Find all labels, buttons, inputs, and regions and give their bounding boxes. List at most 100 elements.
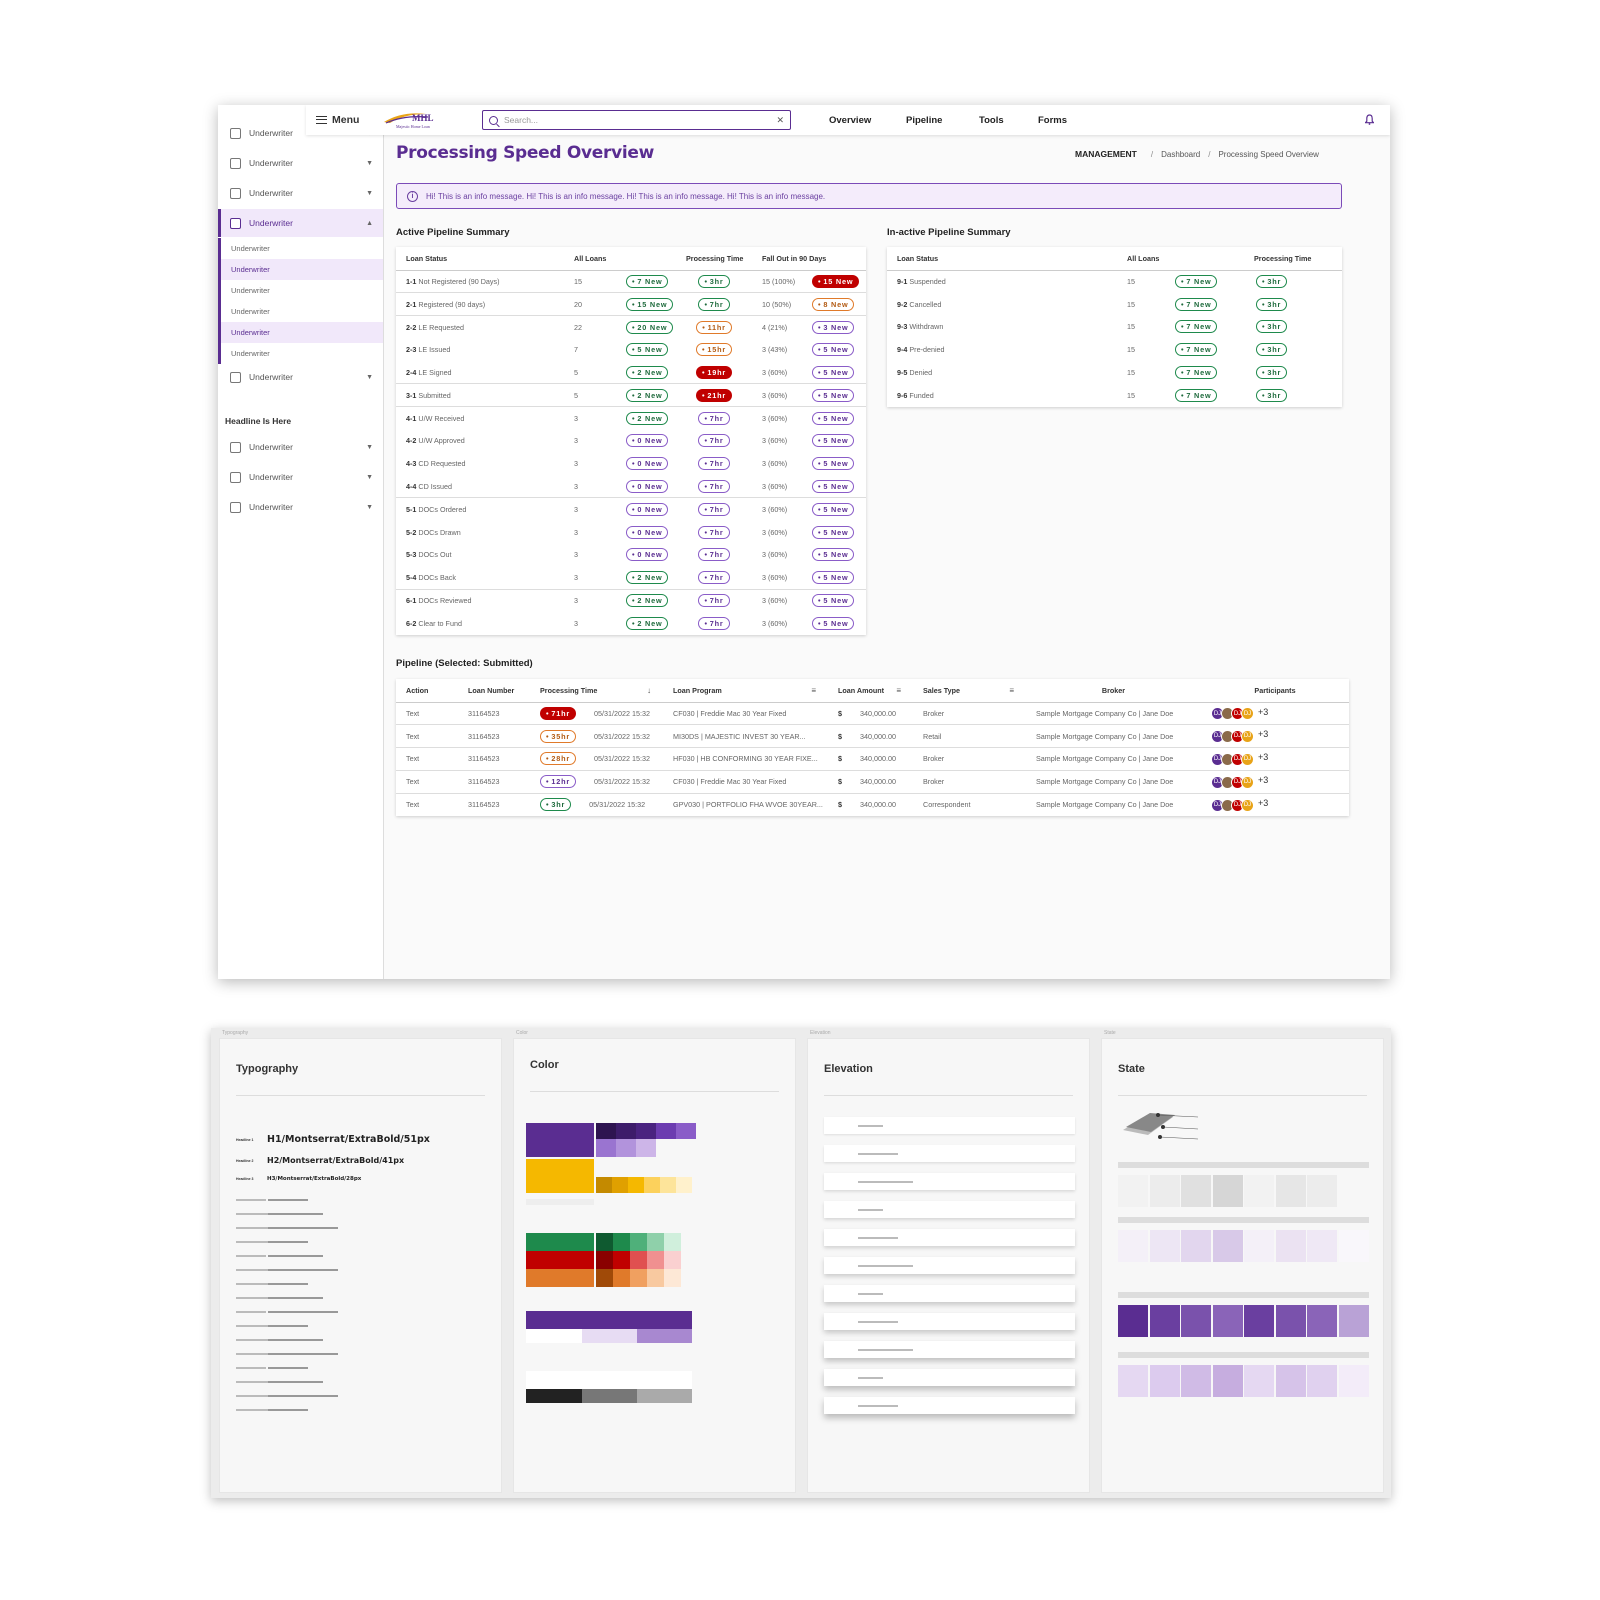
action-cell[interactable]: Text	[396, 724, 458, 748]
table-row[interactable]: 9-3 Withdrawn 15 7 New 3hr	[887, 316, 1342, 339]
more-participants[interactable]: +3	[1258, 798, 1269, 809]
chevron-down-icon[interactable]: ▼	[366, 473, 373, 481]
clear-search-icon[interactable]: ✕	[776, 114, 784, 125]
avatar[interactable]: DJ	[1241, 707, 1254, 721]
nav-forms[interactable]: Forms	[1038, 115, 1068, 126]
table-row[interactable]: 4-4 CD Issued 3 0 New 7hr 3 (60%) 5 New	[396, 475, 866, 498]
table-row[interactable]: 9-4 Pre-denied 15 7 New 3hr	[887, 338, 1342, 361]
loan-number-cell[interactable]: 31164523	[458, 724, 530, 748]
col-sales-type[interactable]: Sales Type ≡	[913, 679, 1026, 703]
filter-icon[interactable]: ≡	[811, 685, 816, 695]
table-row[interactable]: 4-1 U/W Received 3 2 New 7hr 3 (60%) 5 New	[396, 406, 866, 430]
table-row[interactable]: 2-3 LE Issued 7 5 New 15hr 3 (43%) 5 New	[396, 338, 866, 361]
col-loan-amount[interactable]: Loan Amount ≡	[828, 679, 913, 703]
table-row[interactable]: 9-1 Suspended 15 7 New 3hr	[887, 270, 1342, 293]
table-row[interactable]: 9-6 Funded 15 7 New 3hr	[887, 384, 1342, 407]
participant-avatars[interactable]: DJ DJ DJ	[1211, 707, 1254, 721]
table-row[interactable]: 6-1 DOCs Reviewed 3 2 New 7hr 3 (60%) 5 New	[396, 588, 866, 612]
table-row[interactable]: 6-2 Clear to Fund 3 2 New 7hr 3 (60%) 5 New	[396, 612, 866, 635]
table-row[interactable]: 4-2 U/W Approved 3 0 New 7hr 3 (60%) 5 New	[396, 430, 866, 453]
menu-button[interactable]: Menu	[316, 114, 359, 126]
checkbox-icon[interactable]	[230, 371, 241, 383]
breadcrumb-dashboard[interactable]: Dashboard	[1161, 150, 1201, 159]
avatar[interactable]: DJ	[1241, 752, 1254, 766]
participants-cell[interactable]: DJ DJ DJ +3	[1191, 702, 1349, 725]
more-participants[interactable]: +3	[1258, 729, 1269, 740]
sidebar-item[interactable]: Underwriter ▼	[218, 493, 383, 521]
loan-number-cell[interactable]: 31164523	[458, 702, 530, 725]
sidebar-item[interactable]: Underwriter ▲	[218, 209, 383, 237]
sidebar-subitem[interactable]: Underwriter	[218, 301, 383, 322]
action-cell[interactable]: Text	[396, 792, 458, 816]
table-row[interactable]: 9-5 Denied 15 7 New 3hr	[887, 361, 1342, 384]
col-loan-program[interactable]: Loan Program ≡	[663, 679, 828, 703]
table-row[interactable]: 1-1 Not Registered (90 Days) 15 7 New 3hr 15…	[396, 270, 866, 293]
chevron-down-icon[interactable]: ▼	[366, 159, 373, 167]
sort-down-icon[interactable]: ↓	[647, 685, 651, 695]
more-participants[interactable]: +3	[1258, 706, 1269, 717]
breadcrumb-root[interactable]: MANAGEMENT	[1075, 149, 1137, 159]
loan-number-cell[interactable]: 31164523	[458, 769, 530, 794]
sidebar-item[interactable]: Underwriter ▼	[218, 433, 383, 461]
checkbox-icon[interactable]	[230, 187, 241, 199]
nav-pipeline[interactable]: Pipeline	[906, 115, 943, 126]
sidebar-subitem[interactable]: Underwriter	[218, 259, 383, 280]
avatar[interactable]: DJ	[1241, 729, 1254, 743]
action-cell[interactable]: Text	[396, 702, 458, 725]
table-row[interactable]: 4-3 CD Requested 3 0 New 7hr 3 (60%) 5 New	[396, 452, 866, 475]
participant-avatars[interactable]: DJ DJ DJ	[1211, 775, 1254, 789]
table-row[interactable]: 5-1 DOCs Ordered 3 0 New 7hr 3 (60%) 5 New	[396, 497, 866, 521]
chevron-up-icon[interactable]: ▲	[366, 219, 373, 227]
table-row[interactable]: 9-2 Cancelled 15 7 New 3hr	[887, 293, 1342, 316]
table-row[interactable]: 2-2 LE Requested 22 20 New 11hr 4 (21%) 3 New	[396, 315, 866, 339]
table-row[interactable]: 5-2 DOCs Drawn 3 0 New 7hr 3 (60%) 5 New	[396, 521, 866, 544]
loan-number-cell[interactable]: 31164523	[458, 792, 530, 816]
filter-icon[interactable]: ≡	[1009, 685, 1014, 695]
participant-avatars[interactable]: DJ DJ DJ	[1211, 752, 1254, 766]
search-box[interactable]: Search... ✕	[482, 110, 791, 130]
participants-cell[interactable]: DJ DJ DJ +3	[1191, 769, 1349, 794]
sidebar-subitem[interactable]: Underwriter	[218, 238, 383, 259]
table-row[interactable]: 2-4 LE Signed 5 2 New 19hr 3 (60%) 5 New	[396, 361, 866, 384]
checkbox-icon[interactable]	[230, 157, 241, 169]
loan-number-cell[interactable]: 31164523	[458, 747, 530, 771]
checkbox-icon[interactable]	[230, 501, 241, 513]
participant-avatars[interactable]: DJ DJ DJ	[1211, 798, 1254, 812]
pipeline-row[interactable]: Text 31164523 35hr 05/31/2022 15:32 MI30DS |…	[396, 724, 1349, 748]
table-row[interactable]: 5-3 DOCs Out 3 0 New 7hr 3 (60%) 5 New	[396, 544, 866, 567]
table-row[interactable]: 3-1 Submitted 5 2 New 21hr 3 (60%) 5 New	[396, 383, 866, 407]
participants-cell[interactable]: DJ DJ DJ +3	[1191, 792, 1349, 816]
avatar[interactable]: DJ	[1241, 775, 1254, 789]
avatar[interactable]: DJ	[1241, 798, 1254, 812]
more-participants[interactable]: +3	[1258, 775, 1269, 786]
pipeline-row[interactable]: Text 31164523 12hr 05/31/2022 15:32 CF030 | …	[396, 769, 1349, 794]
table-row[interactable]: 2-1 Registered (90 days) 20 15 New 7hr 10 (5…	[396, 292, 866, 316]
participants-cell[interactable]: DJ DJ DJ +3	[1191, 724, 1349, 748]
sidebar-item[interactable]: Underwriter ▼	[218, 363, 383, 391]
checkbox-icon[interactable]	[230, 441, 241, 453]
more-participants[interactable]: +3	[1258, 752, 1269, 763]
chevron-down-icon[interactable]: ▼	[366, 373, 373, 381]
chevron-down-icon[interactable]: ▼	[366, 443, 373, 451]
checkbox-icon[interactable]	[230, 471, 241, 483]
col-processing-time[interactable]: Processing Time ↓	[530, 679, 663, 703]
sidebar-item[interactable]: Underwriter ▼	[218, 463, 383, 491]
participants-cell[interactable]: DJ DJ DJ +3	[1191, 747, 1349, 771]
chevron-down-icon[interactable]: ▼	[366, 189, 373, 197]
search-input[interactable]: Search...	[504, 115, 539, 125]
sidebar-item[interactable]: Underwriter ▼	[218, 149, 383, 177]
bell-icon[interactable]	[1365, 114, 1374, 125]
sidebar-item[interactable]: Underwriter ▼	[218, 179, 383, 207]
pipeline-row[interactable]: Text 31164523 28hr 05/31/2022 15:32 HF030 | …	[396, 747, 1349, 771]
filter-icon[interactable]: ≡	[896, 685, 901, 695]
sidebar-subitem[interactable]: Underwriter	[218, 343, 383, 364]
sidebar-subitem[interactable]: Underwriter	[218, 280, 383, 301]
action-cell[interactable]: Text	[396, 747, 458, 771]
nav-overview[interactable]: Overview	[829, 115, 872, 126]
pipeline-row[interactable]: Text 31164523 3hr 05/31/2022 15:32 GPV030 | …	[396, 792, 1349, 816]
sidebar-subitem[interactable]: Underwriter	[218, 322, 383, 343]
checkbox-icon[interactable]	[230, 217, 241, 229]
pipeline-row[interactable]: Text 31164523 71hr 05/31/2022 15:32 CF030 | …	[396, 702, 1349, 725]
action-cell[interactable]: Text	[396, 769, 458, 794]
logo[interactable]: MHL Majestic Home Loan	[382, 109, 434, 131]
